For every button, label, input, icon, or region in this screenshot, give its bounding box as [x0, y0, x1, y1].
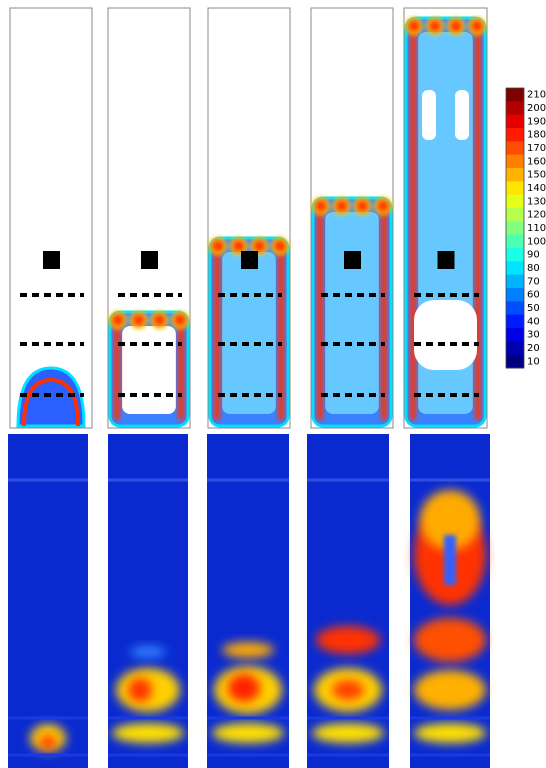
colorbar-segment: [506, 341, 524, 355]
colorbar-segment: [506, 315, 524, 329]
colorbar-segment: [506, 88, 524, 102]
colorbar-label: 60: [527, 290, 540, 301]
colorbar-segment: [506, 181, 524, 195]
plume-lobe: [110, 312, 126, 328]
colorbar-label: 90: [527, 250, 540, 261]
intensity-blob: [414, 670, 486, 710]
plume-inner: [325, 212, 379, 414]
colorbar-label: 80: [527, 263, 540, 274]
colorbar-label: 120: [527, 210, 546, 221]
plume-lobe: [469, 18, 485, 34]
plume-streak: [114, 322, 120, 420]
plume-streak: [475, 28, 481, 420]
plume-lobe: [427, 18, 443, 34]
colorbar-label: 200: [527, 103, 546, 114]
panel-frame: [10, 8, 92, 428]
colorbar-label: 30: [527, 330, 540, 341]
plume-lobe: [406, 18, 422, 34]
colorbar-segment: [506, 301, 524, 315]
colorbar-label: 130: [527, 196, 546, 207]
experiment-row: [8, 434, 490, 768]
colorbar-segment: [506, 221, 524, 235]
figure: 210 200 190 180 170 160 150 140 130 120 110 100 90 80…: [0, 0, 546, 768]
colorbar-label: 180: [527, 130, 546, 141]
intensity-blob: [316, 626, 380, 654]
plume-lobe: [354, 198, 370, 214]
colorbar-segment: [506, 168, 524, 182]
plume-lobe: [172, 312, 188, 328]
colorbar-segment: [506, 328, 524, 342]
simulation-row: [10, 8, 487, 428]
obstacle: [344, 251, 361, 269]
colorbar-label: 110: [527, 223, 546, 234]
plume: [313, 198, 391, 426]
intensity-blob: [228, 674, 260, 702]
plume-inner: [222, 252, 276, 414]
plume-lobe: [272, 238, 288, 254]
plume-lobe: [210, 238, 226, 254]
plume-lobe: [375, 198, 391, 214]
intensity-blob: [130, 646, 166, 658]
colorbar-segment: [506, 101, 524, 115]
colorbar-label: 100: [527, 236, 546, 247]
colorbar-segment: [506, 155, 524, 169]
plume-streak: [178, 322, 184, 420]
colorbar-label: 160: [527, 156, 546, 167]
intensity-blob: [332, 680, 364, 700]
colorbar-label: 10: [527, 356, 540, 367]
plume-gap: [414, 300, 477, 370]
plume-streak: [317, 208, 323, 420]
intensity-blob: [128, 678, 152, 702]
plume-gap: [422, 90, 436, 140]
page: 210 200 190 180 170 160 150 140 130 120 110 100 90 80…: [0, 0, 546, 768]
plume: [406, 18, 485, 426]
plume-lobe: [313, 198, 329, 214]
colorbar-segment: [506, 261, 524, 275]
intensity-blob: [414, 618, 486, 662]
colorbar-segment: [506, 235, 524, 249]
obstacle: [241, 251, 258, 269]
colorbar-segment: [506, 195, 524, 209]
plume-streak: [410, 28, 416, 420]
intensity-blob: [112, 723, 184, 743]
obstacle: [141, 251, 158, 269]
colorbar-label: 70: [527, 276, 540, 287]
colorbar-segment: [506, 275, 524, 289]
plume-inner: [122, 326, 176, 414]
colorbar-label: 50: [527, 303, 540, 314]
plume-lobe: [131, 312, 147, 328]
colorbar: 210 200 190 180 170 160 150 140 130 120 110 100 90 80…: [506, 88, 546, 369]
intensity-blob: [414, 723, 486, 743]
plume-streak: [381, 208, 387, 420]
colorbar-label: 210: [527, 90, 546, 101]
colorbar-segment: [506, 141, 524, 155]
plume: [110, 312, 188, 426]
colorbar-segment: [506, 208, 524, 222]
intensity-blob: [212, 723, 284, 743]
colorbar-segment: [506, 288, 524, 302]
colorbar-label: 150: [527, 170, 546, 181]
plume-lobe: [151, 312, 167, 328]
plume-lobe: [334, 198, 350, 214]
intensity-blob: [312, 723, 384, 743]
colorbar-segment: [506, 355, 524, 369]
dark-gap: [444, 535, 456, 585]
obstacle: [438, 251, 455, 269]
colorbar-label: 140: [527, 183, 546, 194]
obstacle: [43, 251, 60, 269]
colorbar-label: 40: [527, 316, 540, 327]
colorbar-label: 190: [527, 116, 546, 127]
plume-lobe: [448, 18, 464, 34]
colorbar-segment: [506, 128, 524, 142]
intensity-blob: [40, 736, 56, 748]
colorbar-label: 170: [527, 143, 546, 154]
colorbar-segment: [506, 248, 524, 262]
colorbar-label: 20: [527, 343, 540, 354]
plume-gap: [455, 90, 469, 140]
colorbar-segment: [506, 115, 524, 129]
intensity-blob: [222, 642, 274, 658]
